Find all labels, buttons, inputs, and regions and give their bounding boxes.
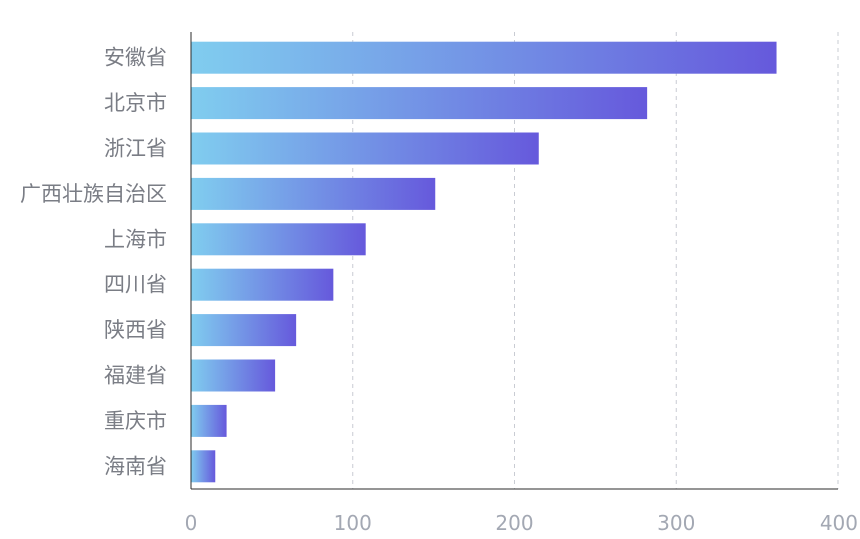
category-label-6: 四川省	[104, 273, 167, 297]
bar-6	[191, 268, 334, 301]
x-tick-label-300: 300	[657, 511, 695, 535]
category-label-9: 重庆市	[104, 409, 167, 433]
bar-3	[191, 132, 539, 165]
bar-2	[191, 87, 648, 120]
bars	[191, 41, 777, 483]
x-tick-label-400: 400	[820, 511, 858, 535]
x-tick-label-200: 200	[495, 511, 533, 535]
bar-9	[191, 404, 227, 437]
category-label-2: 北京市	[104, 91, 167, 115]
bar-7	[191, 314, 297, 347]
category-label-8: 福建省	[104, 364, 167, 388]
category-label-4: 广西壮族自治区	[20, 182, 167, 206]
bar-10	[191, 450, 216, 483]
x-tick-labels: 0 100 200 300 400	[185, 511, 858, 535]
category-label-5: 上海市	[104, 227, 167, 251]
category-label-3: 浙江省	[104, 137, 167, 161]
bar-5	[191, 223, 366, 256]
bar-1	[191, 41, 777, 74]
bar-8	[191, 359, 276, 392]
axes	[190, 32, 838, 490]
x-tick-label-0: 0	[185, 511, 198, 535]
category-label-1: 安徽省	[104, 46, 167, 70]
x-tick-label-100: 100	[334, 511, 372, 535]
category-label-10: 海南省	[104, 454, 167, 478]
bar-4	[191, 177, 436, 210]
category-label-7: 陕西省	[104, 318, 167, 342]
